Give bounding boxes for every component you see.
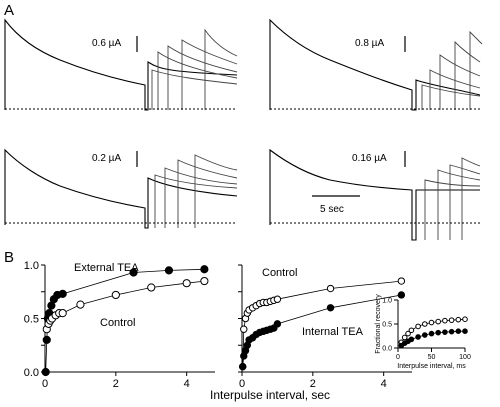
data-point-filled (239, 362, 247, 371)
x-tick-label: 2 (310, 378, 316, 390)
data-point-filled (408, 336, 415, 343)
trace-panel-external-tea: 0.2 µA (4, 148, 238, 229)
x-tick-label: 2 (113, 378, 119, 390)
data-point-filled (462, 328, 468, 335)
data-point-filled (435, 329, 442, 336)
panel-a-letter: A (4, 2, 14, 19)
data-point-open (111, 290, 120, 300)
data-point-open (442, 317, 448, 324)
data-point-filled (326, 304, 335, 312)
data-point-filled (455, 328, 462, 335)
recovery-inset-chart: 0 50 100 0.0 0.5 1.0 Interpulse interval, ms Fr… (375, 294, 471, 370)
scale-label: 0.16 µA (352, 153, 387, 164)
y-tick-label: 1.0 (382, 297, 392, 304)
data-point-filled (422, 332, 428, 338)
data-point-open (58, 309, 67, 318)
data-point-open (462, 316, 468, 323)
data-point-open (182, 279, 191, 288)
data-point-filled (415, 334, 421, 340)
x-tick-label: 4 (184, 378, 190, 390)
scale-label: 0.2 µA (92, 153, 121, 164)
x-tick-label: 100 (459, 354, 471, 361)
time-scale-label: 5 sec (320, 204, 344, 215)
data-point-open (422, 321, 428, 327)
scale-label: 0.8 µA (355, 38, 384, 49)
y-tick-label: 0.0 (382, 345, 392, 352)
x-tick-label: 0 (396, 354, 400, 361)
series-label: Control (262, 267, 297, 279)
current-trace (269, 18, 481, 111)
data-point-open (273, 295, 282, 303)
data-point-open (240, 325, 248, 333)
data-point-open (76, 300, 85, 309)
data-point-filled (41, 367, 50, 377)
y-tick-label: 1.0 (24, 260, 39, 272)
trace-panel-control-internal: 0.8 µA (269, 18, 483, 111)
x-tick-label: 50 (428, 354, 436, 361)
x-tick-label: 0 (42, 378, 48, 390)
data-point-open (326, 284, 335, 293)
series-label: External TEA (74, 262, 139, 274)
b-xlabel: Interpulse interval, sec (210, 388, 330, 402)
x-tick-label: 0 (239, 378, 245, 390)
data-point-filled (442, 329, 448, 335)
data-point-open (397, 277, 406, 285)
data-point-open (415, 323, 421, 330)
data-point-filled (164, 266, 174, 275)
series-label: Internal TEA (302, 326, 364, 338)
recovery-traces (421, 30, 483, 110)
current-trace (4, 18, 238, 111)
recovery-traces (151, 28, 238, 110)
recovery-chart-external: 0 2 4 0.0 0.5 1.0 External TEA Control (24, 260, 215, 390)
trace-panel-internal-tea: 0.16 µA 5 sec (269, 148, 482, 241)
x-axis-label: Interpulse interval, ms (397, 363, 466, 370)
recovery-traces (424, 157, 481, 240)
data-point-open (147, 283, 156, 292)
data-point-filled (58, 289, 67, 298)
recovery-chart-internal: 0 2 4 Control Internal TEA (238, 264, 412, 390)
data-point-filled (448, 328, 455, 335)
y-tick-label: 0.5 (24, 313, 39, 325)
current-trace (269, 148, 480, 241)
data-point-filled (129, 268, 138, 277)
current-trace (4, 148, 238, 229)
data-point-open (455, 316, 462, 323)
data-point-open (401, 334, 408, 341)
data-point-filled (42, 335, 51, 344)
y-axis-label: Fractional recovery (375, 294, 382, 354)
y-tick-label: 0.0 (24, 367, 39, 379)
scale-label: 0.6 µA (92, 38, 121, 49)
data-point-filled (428, 330, 435, 337)
data-point-open (448, 317, 455, 323)
trace-panel-control-external: 0.6 µA (4, 18, 238, 111)
panel-b-letter: B (4, 249, 14, 266)
recovery-traces (154, 154, 238, 228)
series-label: Control (100, 317, 135, 329)
y-tick-label: 0.5 (382, 321, 392, 328)
data-point-open (435, 318, 442, 325)
data-point-filled (273, 320, 282, 328)
data-point-filled (397, 291, 406, 299)
data-point-open (405, 330, 411, 337)
x-tick-label: 4 (381, 378, 387, 390)
data-point-open (408, 327, 415, 334)
data-point-filled (200, 265, 209, 274)
data-point-open (200, 276, 209, 286)
data-point-open (428, 319, 435, 326)
